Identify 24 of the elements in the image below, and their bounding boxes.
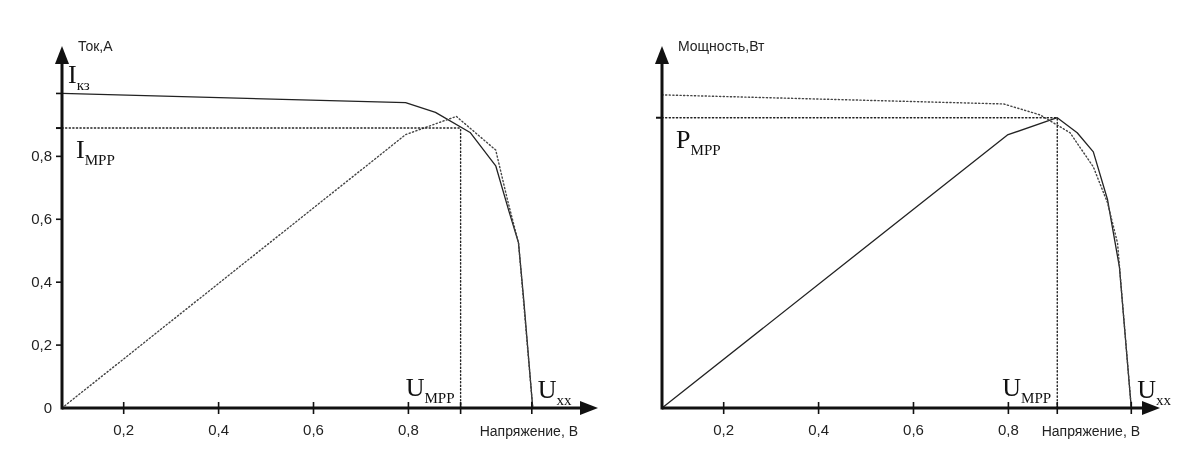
annotation: U$_{xx}$ [537, 375, 573, 408]
y-tick-label: 0,2 [31, 336, 52, 354]
x-tick-label: 0,6 [903, 421, 924, 438]
x-tick-label: 0,4 [208, 421, 230, 438]
ref-line-label: U$_{MPP}$ [1002, 373, 1052, 406]
x-tick-label: 0,8 [997, 421, 1019, 438]
x-axis-title: Напряжение, В [1041, 423, 1140, 439]
annotation: U$_{xx}$ [1137, 375, 1172, 408]
x-tick-label: 0,2 [113, 421, 135, 438]
y-tick-label: 0,8 [31, 147, 52, 165]
y-tick-label: 0,4 [31, 273, 52, 291]
y-tick-label: 0 [43, 399, 52, 416]
x-axis-title: Напряжение, В [479, 423, 578, 439]
x-tick-label: 0,4 [808, 421, 830, 438]
x-tick-label: 0,2 [713, 421, 735, 438]
x-tick-label: 0,6 [303, 421, 324, 438]
ref-line-label: U$_{MPP}$ [405, 373, 455, 406]
y-axis-title: Ток,А [78, 38, 114, 54]
y-axis-title: Мощность,Вт [678, 38, 766, 54]
x-tick-label: 0,8 [397, 421, 419, 438]
y-tick-label: 0,6 [31, 210, 52, 228]
ref-line-label: P$_{MPP}$ [676, 124, 721, 158]
ref-line-label: I$_{MPP}$ [76, 135, 115, 168]
annotation: I$_{кз}$ [68, 60, 90, 94]
